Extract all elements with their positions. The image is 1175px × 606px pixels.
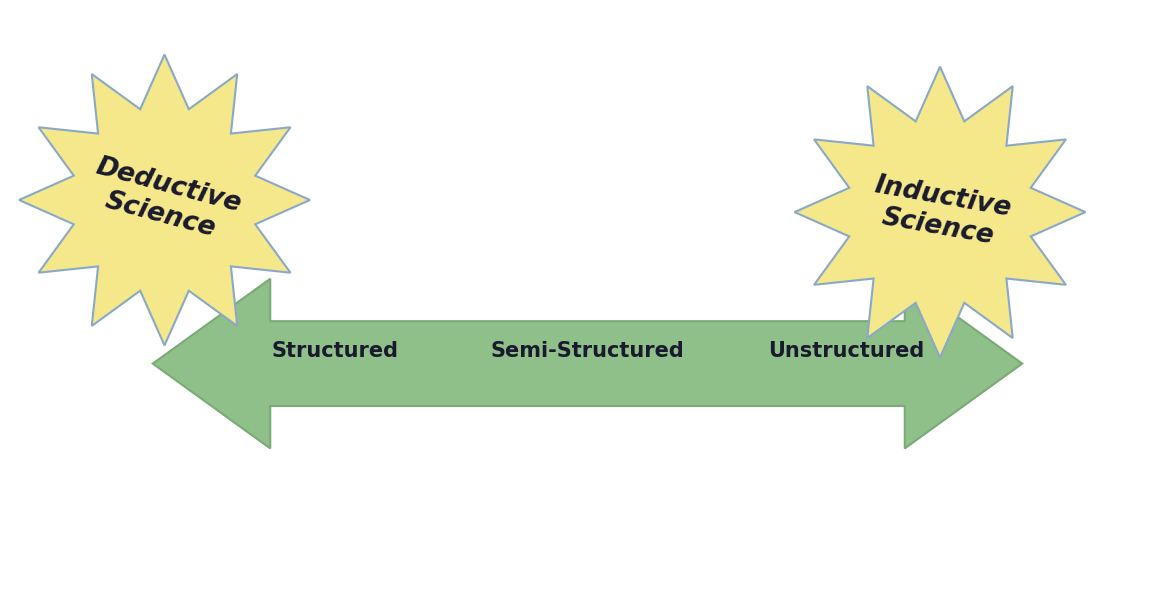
Polygon shape [153, 279, 1022, 448]
Text: Deductive
Science: Deductive Science [85, 153, 244, 247]
Polygon shape [19, 55, 310, 345]
Text: Structured: Structured [271, 341, 398, 362]
Polygon shape [794, 67, 1086, 358]
Text: Unstructured: Unstructured [768, 341, 924, 362]
Text: Semi-Structured: Semi-Structured [491, 341, 684, 362]
Text: Inductive
Science: Inductive Science [867, 173, 1013, 251]
